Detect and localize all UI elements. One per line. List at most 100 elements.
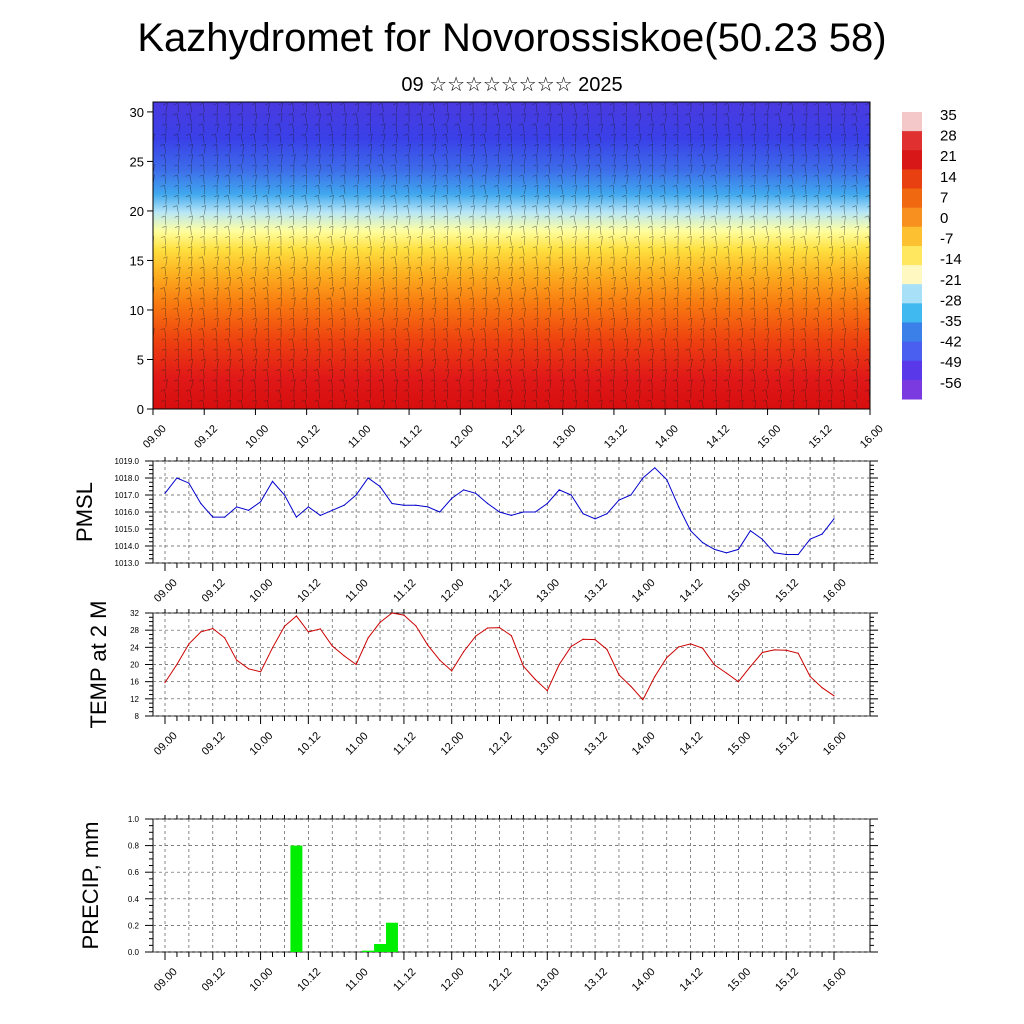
wind-barb [344,246,347,256]
wind-barb [203,369,205,379]
wind-barb-flag [775,379,780,382]
wind-barb [612,195,615,205]
wind-barb-flag [175,143,180,146]
wind-barb [780,174,782,184]
wind-barb [319,225,322,236]
x-tick-label: 13.00 [534,577,562,605]
wind-barb [356,369,359,379]
wind-barb [446,379,448,389]
wind-barb-flag [442,154,447,157]
wind-barb-flag [225,328,230,331]
wind-barb [432,318,435,328]
wind-barb [279,133,282,143]
wind-barb [446,195,448,205]
x-tick-label: 09.00 [141,423,169,451]
wind-barb-flag [557,235,562,239]
data-point [486,502,489,505]
wind-barb-flag [851,369,857,372]
wind-barb [548,205,551,215]
wind-barb-flag [775,225,780,228]
wind-barb-flag [764,143,770,146]
wind-barb-flag [699,287,705,290]
wind-barb-flag [302,225,307,228]
wind-barb [740,266,743,276]
wind-barb-flag [262,287,267,290]
wind-barb [677,102,679,103]
wind-barb-flag [662,205,667,208]
wind-barb-flag [800,328,805,331]
wind-barb [485,307,488,317]
wind-barb-flag [265,184,270,187]
wind-barb [754,318,756,328]
wind-barb-flag [316,164,321,167]
wind-barb-flag [391,399,396,402]
wind-barb-flag [250,235,255,239]
wind-barb [652,348,654,358]
wind-barb [445,277,448,287]
wind-barb [177,328,179,338]
x-tick-label: 14.12 [678,730,706,758]
wind-barb [216,318,219,328]
wind-barb-flag [201,143,206,146]
wind-barb [752,236,756,246]
wind-barb-flag [774,369,780,372]
wind-barb [626,379,628,389]
wind-barb-flag [533,93,537,95]
wind-barb-flag [557,174,562,177]
wind-barb [176,113,179,123]
wind-barb [524,307,526,317]
wind-barb [434,185,437,195]
y-tick-label: 1019.0 [115,457,140,466]
wind-barb [804,359,807,369]
wind-barb [548,174,551,184]
wind-barb-flag [316,93,320,95]
wind-barb-flag [839,317,844,320]
wind-barb [805,369,807,379]
data-point [403,614,405,616]
wind-barb [843,123,845,133]
wind-barb [497,185,499,195]
wind-barb [178,277,181,287]
wind-barb-flag [608,205,613,208]
wind-barb-flag [647,225,653,228]
wind-barb-flag [777,123,782,126]
wind-barb-flag [161,348,167,351]
wind-barb-flag [521,307,526,310]
wind-barb-flag [365,215,370,218]
wind-barb [792,164,794,174]
wind-barb-flag [290,328,295,331]
wind-barb [535,399,538,409]
wind-barb [202,338,205,348]
wind-barb-flag [751,399,756,402]
wind-barb-flag [185,113,190,116]
wind-barb [741,287,744,297]
wind-barb-flag [213,184,218,187]
wind-barb [368,164,371,174]
wind-barb-flag [854,328,859,331]
wind-barb [407,133,410,143]
wind-barb-flag [380,93,384,95]
wind-barb [778,369,781,379]
wind-barb [368,256,371,266]
wind-barb [663,174,666,184]
data-point [618,499,620,501]
wind-barb [626,174,629,184]
wind-barb-flag [441,348,447,351]
wind-barb-flag [623,317,629,320]
wind-barb [561,113,564,123]
wind-barb-flag [200,276,205,279]
wind-barb-flag [775,348,781,351]
wind-barb-flag [252,266,257,269]
wind-barb-flag [172,205,178,208]
wind-barb [511,277,513,287]
wind-barb [651,266,653,276]
wind-barb [383,307,385,317]
wind-barb [510,287,512,297]
wind-barb-flag [506,379,511,382]
wind-barb [304,379,307,389]
data-point [666,657,668,659]
grid [153,818,870,953]
wind-barb-flag [764,133,769,136]
wind-barb-flag [764,195,769,198]
wind-barb [535,226,538,236]
